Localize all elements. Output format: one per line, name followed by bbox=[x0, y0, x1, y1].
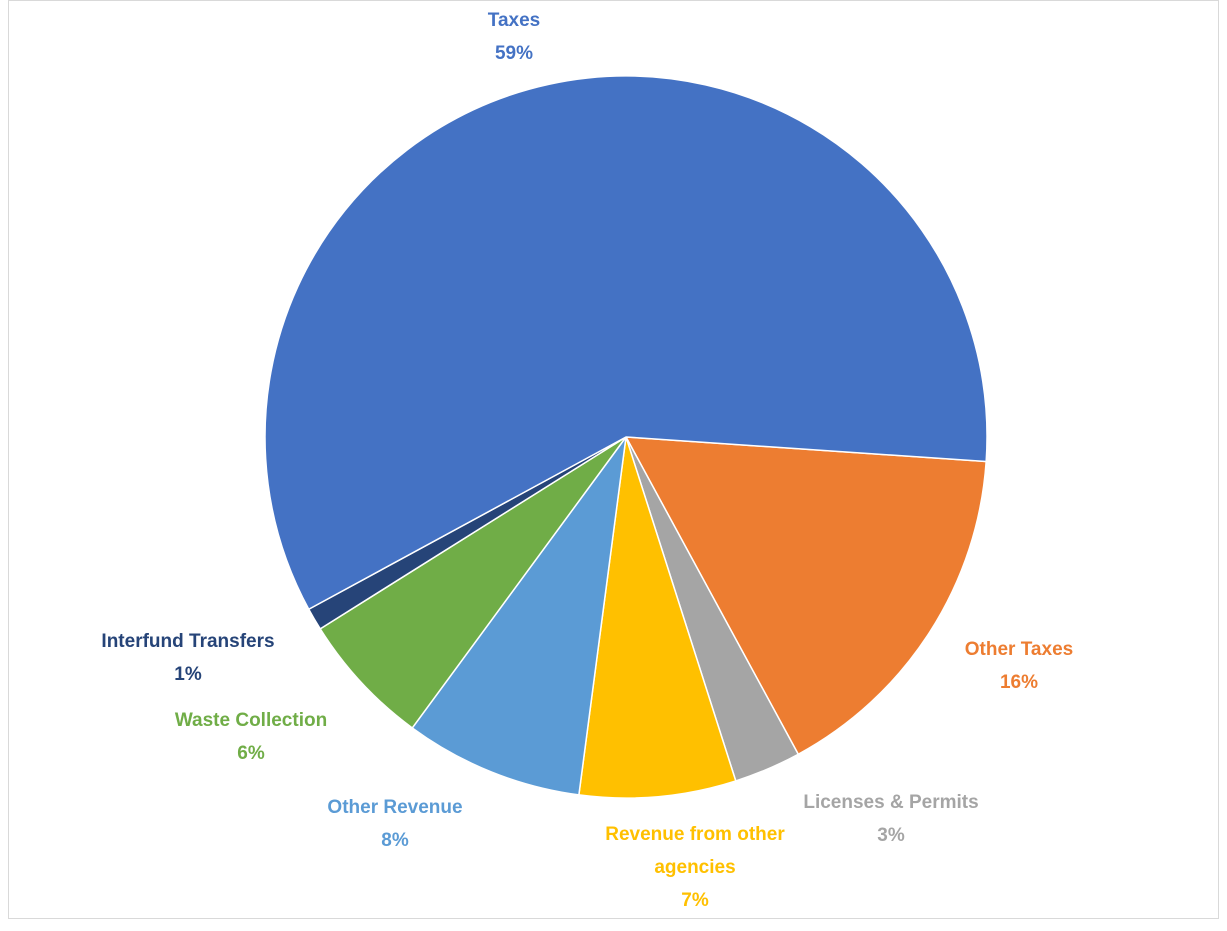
slice-label-name: Licenses & Permits bbox=[803, 792, 978, 813]
slice-label-name: agencies bbox=[654, 857, 735, 878]
slice-label-percent: 7% bbox=[681, 890, 709, 911]
slice-label-percent: 59% bbox=[495, 43, 533, 64]
slice-label-percent: 1% bbox=[174, 664, 202, 685]
slice-label-name: Other Taxes bbox=[965, 639, 1073, 660]
slice-label-name: Taxes bbox=[488, 10, 540, 31]
slice-label-interfund-transfers: Interfund Transfers 1% bbox=[101, 631, 274, 685]
slice-label-revenue-from-other-agencies: Revenue from other agencies 7% bbox=[605, 824, 785, 911]
pie-slice-other-revenue bbox=[411, 436, 627, 796]
slice-label-name: Interfund Transfers bbox=[101, 631, 274, 652]
slice-label-percent: 8% bbox=[381, 830, 409, 851]
slice-label-percent: 16% bbox=[1000, 672, 1038, 693]
pie-slice-other-taxes bbox=[625, 436, 987, 755]
pie-slice-waste-collection bbox=[319, 436, 627, 729]
pie-labels: Taxes 59% Other Taxes 16% Licenses & Permits… bbox=[101, 10, 1073, 911]
pie-slices bbox=[264, 75, 988, 799]
slice-label-taxes: Taxes 59% bbox=[488, 10, 540, 64]
slice-label-other-revenue: Other Revenue 8% bbox=[327, 797, 462, 851]
slice-label-waste-collection: Waste Collection 6% bbox=[175, 710, 327, 764]
slice-label-name: Other Revenue bbox=[327, 797, 462, 818]
slice-label-name: Revenue from other bbox=[605, 824, 785, 845]
slice-label-percent: 6% bbox=[237, 743, 265, 764]
pie-slice-taxes bbox=[264, 75, 988, 610]
slice-label-licenses-permits: Licenses & Permits 3% bbox=[803, 792, 978, 846]
pie-slice-revenue-from-other-agencies bbox=[578, 436, 737, 799]
slice-label-other-taxes: Other Taxes 16% bbox=[965, 639, 1073, 693]
slice-label-percent: 3% bbox=[877, 825, 905, 846]
slice-label-name: Waste Collection bbox=[175, 710, 327, 731]
